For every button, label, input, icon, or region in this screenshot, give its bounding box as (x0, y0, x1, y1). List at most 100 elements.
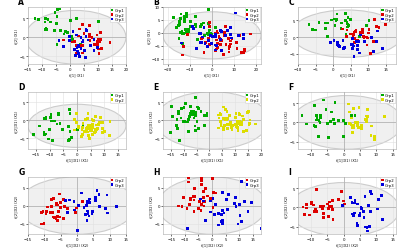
Point (196, 33, 202, 37)
Point (354, 121, 360, 125)
Point (331, 18, 338, 22)
Point (240, 33, 246, 37)
Point (168, 105, 175, 109)
Point (366, 28, 372, 32)
Point (334, 19, 340, 23)
Point (244, 129, 250, 133)
Point (331, 39, 337, 43)
Point (94, 34, 100, 38)
Point (226, 123, 233, 127)
Point (78, 43, 84, 47)
Point (241, 48, 247, 52)
Point (354, 48, 361, 52)
Point (327, 120, 334, 124)
Point (341, 202, 348, 206)
Point (358, 126, 364, 130)
Point (341, 46, 348, 50)
X-axis label: t[1] (X1): t[1] (X1) (340, 73, 354, 77)
Point (197, 32, 204, 36)
Point (218, 39, 224, 43)
Point (48, 211, 54, 215)
Point (219, 191, 226, 195)
Point (154, 32, 160, 36)
Point (221, 124, 227, 128)
Point (188, 110, 195, 114)
Point (94, 40, 100, 44)
Point (76, 28, 82, 32)
Point (80, 133, 86, 137)
Point (185, 31, 192, 35)
Point (85, 200, 92, 204)
Point (197, 197, 204, 201)
Point (57, 215, 63, 219)
Point (84, 204, 90, 208)
Point (349, 47, 356, 51)
Point (228, 33, 234, 37)
Point (247, 33, 254, 37)
Point (74, 46, 80, 50)
Point (359, 31, 366, 35)
Point (340, 119, 346, 123)
Point (374, 30, 381, 34)
Point (216, 223, 222, 227)
Point (55, 150, 61, 154)
Point (61, 33, 67, 37)
Point (57, 122, 63, 126)
Point (84, 126, 90, 130)
Point (79, 41, 85, 45)
Point (98, 116, 104, 120)
Point (198, 179, 205, 183)
Point (232, 123, 238, 128)
Point (345, 17, 351, 21)
Point (81, 49, 88, 53)
Point (302, 213, 308, 217)
Point (368, 134, 374, 138)
Point (51, 29, 58, 33)
Point (85, 112, 91, 116)
Point (208, 210, 214, 214)
Point (104, 193, 110, 197)
Point (346, 122, 352, 126)
Point (344, 22, 350, 26)
Point (187, 25, 193, 29)
Point (74, 229, 81, 233)
Point (344, 29, 350, 33)
Point (329, 205, 335, 209)
Point (238, 51, 244, 55)
Point (79, 200, 85, 204)
Text: E: E (153, 83, 158, 92)
Point (78, 47, 84, 51)
Point (264, 49, 270, 53)
Point (85, 211, 91, 215)
Point (89, 129, 95, 133)
Point (233, 205, 239, 209)
Point (216, 127, 222, 131)
Point (349, 124, 356, 128)
Point (84, 117, 90, 121)
Point (89, 118, 95, 122)
Point (214, 30, 220, 34)
Point (206, 26, 212, 30)
Point (181, 16, 188, 20)
Point (204, 32, 210, 36)
Point (204, 46, 210, 50)
Point (191, 110, 197, 114)
Point (229, 37, 235, 41)
Point (360, 210, 367, 214)
Point (197, 41, 204, 45)
Point (75, 127, 82, 131)
Point (198, 110, 204, 114)
Point (184, 226, 191, 230)
Point (48, 116, 54, 120)
Point (368, 124, 375, 129)
Point (342, 12, 349, 16)
Point (326, 200, 333, 204)
Point (85, 124, 92, 128)
Point (193, 26, 199, 30)
Point (64, 211, 71, 215)
Point (350, 43, 356, 47)
Point (329, 207, 336, 211)
Point (178, 13, 184, 17)
Point (313, 118, 320, 122)
Point (316, 119, 322, 123)
